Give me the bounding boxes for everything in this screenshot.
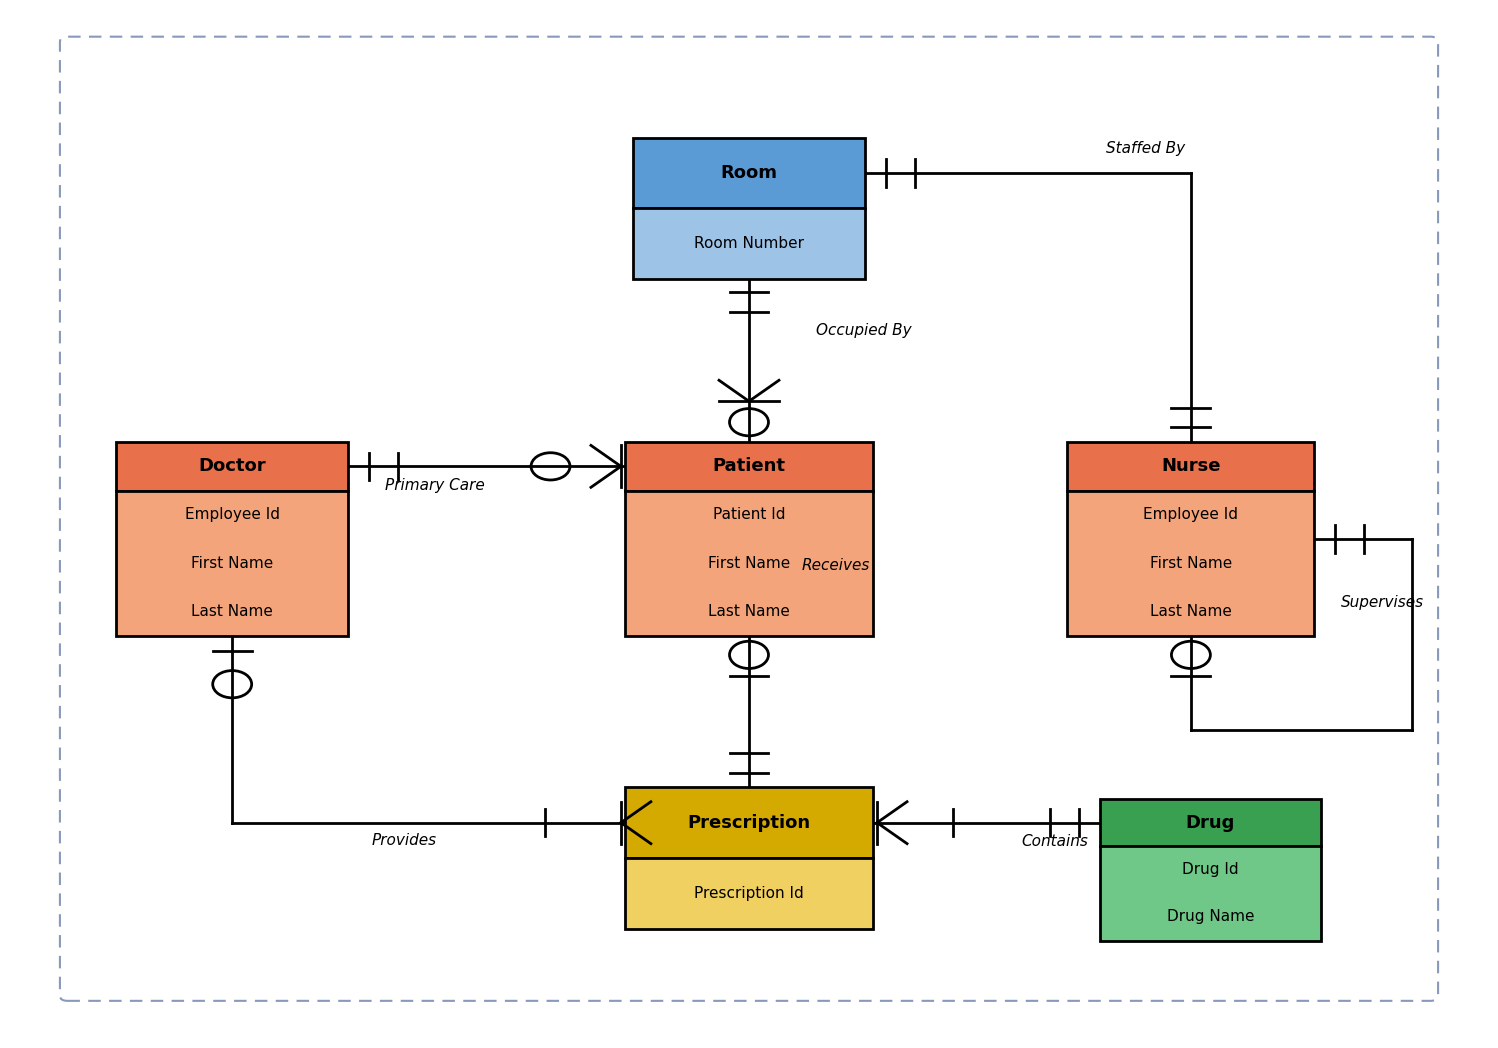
Text: Room: Room <box>721 163 777 182</box>
Text: Drug Name: Drug Name <box>1167 910 1254 924</box>
Bar <box>626 787 872 858</box>
Text: Patient: Patient <box>713 457 785 476</box>
Text: First Name: First Name <box>1150 555 1231 571</box>
Text: Drug Id: Drug Id <box>1182 863 1239 877</box>
Text: Primary Care: Primary Care <box>385 478 484 493</box>
Text: Staffed By: Staffed By <box>1106 141 1185 156</box>
Text: Contains: Contains <box>1022 834 1089 849</box>
Text: Supervises: Supervises <box>1341 595 1423 610</box>
Bar <box>626 490 872 636</box>
Text: Last Name: Last Name <box>1150 605 1231 619</box>
Bar <box>117 442 348 490</box>
Text: Employee Id: Employee Id <box>184 507 280 522</box>
Bar <box>1100 847 1321 941</box>
Text: Last Name: Last Name <box>709 605 789 619</box>
Bar <box>117 490 348 636</box>
Text: Provides: Provides <box>372 833 437 848</box>
Bar <box>632 209 866 279</box>
FancyBboxPatch shape <box>60 37 1438 1001</box>
Text: Prescription: Prescription <box>688 813 810 832</box>
Text: Patient Id: Patient Id <box>713 507 785 522</box>
Text: First Name: First Name <box>709 555 789 571</box>
Text: Prescription Id: Prescription Id <box>694 886 804 901</box>
Text: Drug: Drug <box>1186 813 1234 832</box>
Text: Occupied By: Occupied By <box>816 323 912 337</box>
Bar <box>1100 799 1321 847</box>
Bar <box>1067 442 1315 490</box>
Text: Doctor: Doctor <box>198 457 267 476</box>
Text: Nurse: Nurse <box>1161 457 1221 476</box>
Bar <box>632 137 866 209</box>
Text: Last Name: Last Name <box>192 605 273 619</box>
Text: Room Number: Room Number <box>694 236 804 252</box>
Text: Receives: Receives <box>801 559 870 573</box>
Text: First Name: First Name <box>192 555 273 571</box>
Bar <box>626 442 872 490</box>
Bar <box>1067 490 1315 636</box>
Text: Employee Id: Employee Id <box>1143 507 1239 522</box>
Bar <box>626 858 872 929</box>
